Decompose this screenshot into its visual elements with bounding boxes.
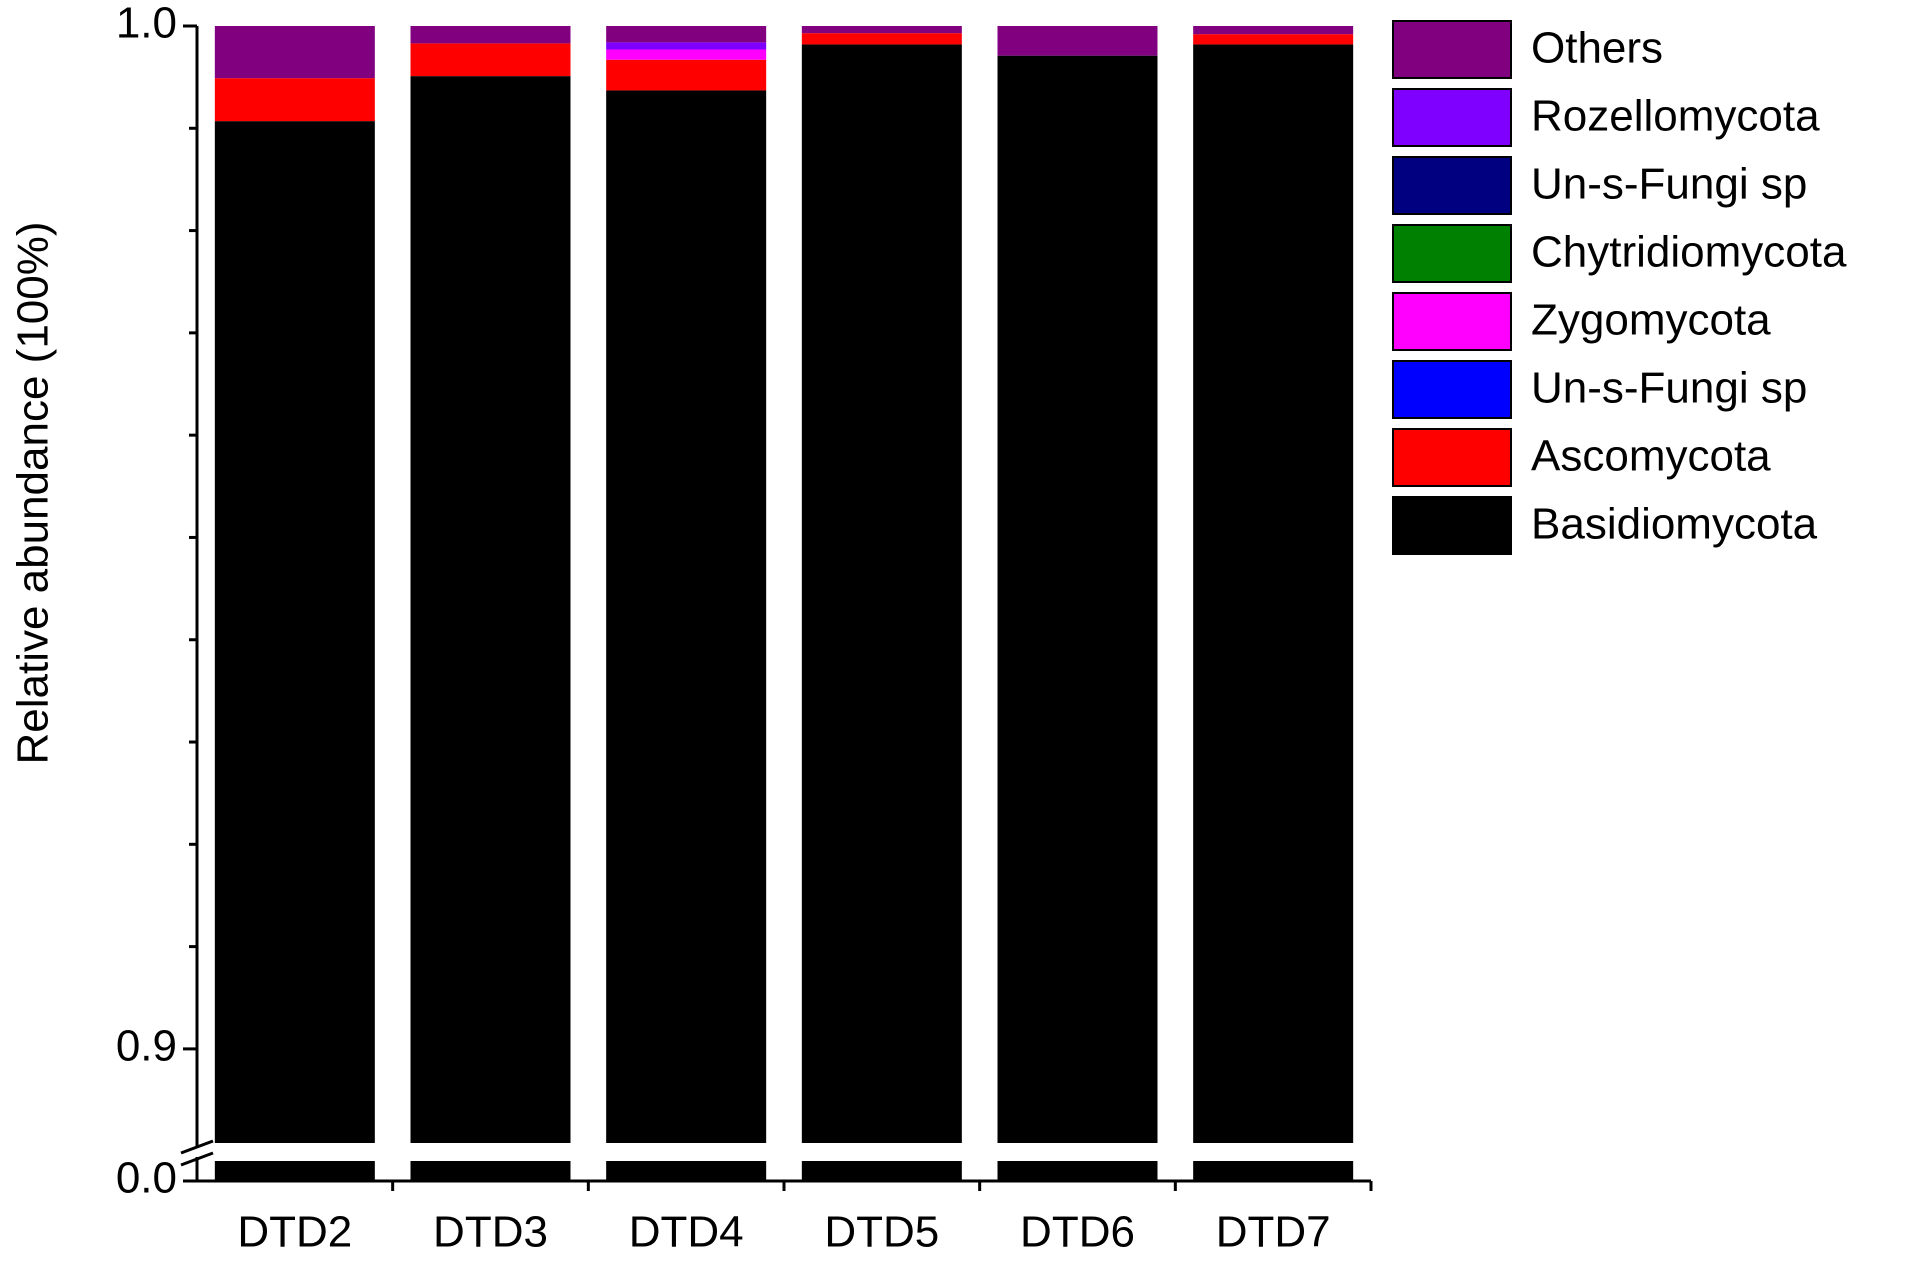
bar-segment: [1193, 44, 1354, 1143]
legend-label: Others: [1531, 24, 1663, 73]
legend-swatch: [1392, 496, 1512, 555]
axis-break: [180, 1139, 214, 1155]
legend-label: Rozellomycota: [1531, 92, 1820, 141]
bar-segment: [1193, 34, 1354, 45]
bar-segment: [410, 26, 571, 44]
legend-swatch: [1392, 360, 1512, 419]
y-tick-label: 1.0: [116, 0, 177, 48]
axis-break: [180, 1151, 214, 1167]
x-tick-label: DTD6: [1020, 1208, 1135, 1257]
bar-segment: [801, 44, 962, 1143]
legend-label: Basidiomycota: [1531, 500, 1818, 549]
bar-segment: [214, 78, 375, 122]
bar-segment: [214, 1161, 375, 1181]
legend-swatch: [1392, 224, 1512, 283]
legend-label: Ascomycota: [1531, 432, 1771, 481]
legend-label: Zygomycota: [1531, 296, 1771, 345]
legend-label: Chytridiomycota: [1531, 228, 1847, 277]
bar-segment: [410, 76, 571, 1143]
legend-swatch: [1392, 156, 1512, 215]
legend-swatch: [1392, 292, 1512, 351]
bar-segment: [214, 26, 375, 79]
bar-segment: [214, 121, 375, 1143]
x-tick-label: DTD2: [237, 1208, 352, 1257]
y-axis-label: Relative abundance (100%): [9, 221, 58, 764]
bar-segment: [997, 26, 1158, 56]
bar-segment: [606, 26, 767, 43]
bar-segment: [801, 26, 962, 34]
bar-segment: [606, 42, 767, 50]
bar-segment: [606, 59, 767, 91]
y-tick-label: 0.9: [116, 1022, 177, 1071]
legend-label: Un-s-Fungi sp: [1531, 160, 1807, 209]
bar-segment: [410, 1161, 571, 1181]
bar-segment: [801, 1161, 962, 1181]
x-tick-label: DTD4: [629, 1208, 744, 1257]
bar-segment: [997, 1161, 1158, 1181]
legend-label: Un-s-Fungi sp: [1531, 364, 1807, 413]
bar-segment: [606, 90, 767, 1144]
bar-segment: [997, 55, 1158, 1143]
x-tick-label: DTD3: [433, 1208, 548, 1257]
y-tick-label: 0.0: [116, 1154, 177, 1203]
bar-segment: [410, 43, 571, 77]
bar-segment: [606, 49, 767, 60]
bar-segment: [801, 33, 962, 45]
bar-segment: [1193, 1161, 1354, 1181]
x-tick-label: DTD5: [824, 1208, 939, 1257]
legend-swatch: [1392, 20, 1512, 79]
legend-swatch: [1392, 428, 1512, 487]
legend-swatch: [1392, 88, 1512, 147]
bar-segment: [606, 1161, 767, 1181]
bar-segment: [1193, 26, 1354, 35]
x-tick-label: DTD7: [1216, 1208, 1331, 1257]
